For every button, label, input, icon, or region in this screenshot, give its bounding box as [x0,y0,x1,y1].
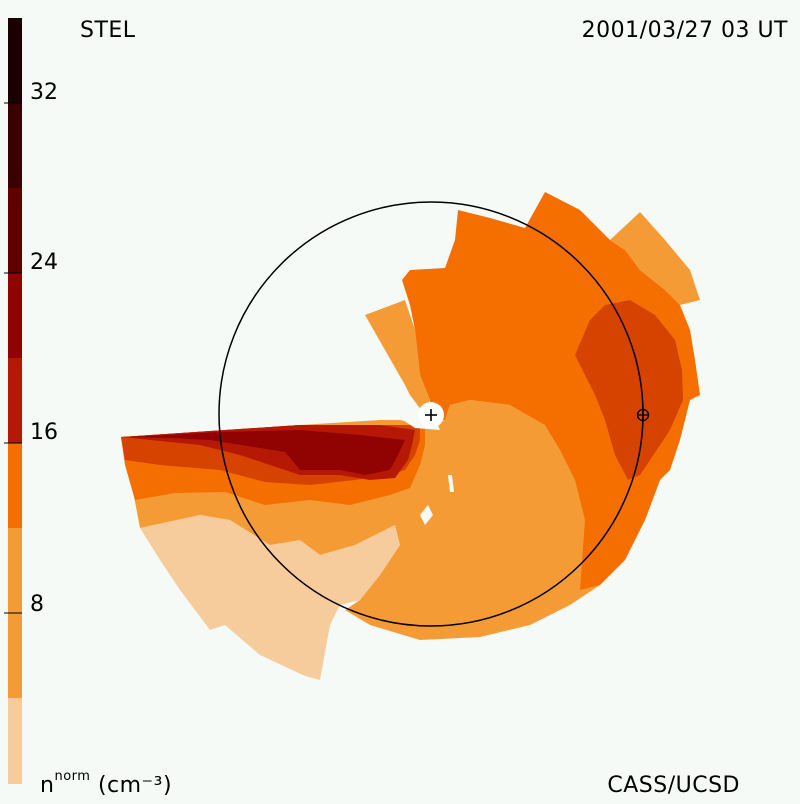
colorbar-tick-label-16: 16 [30,420,58,445]
unit-base: n [40,773,55,798]
region-left-deep-red [130,430,405,475]
colorbar [4,18,22,784]
colorbar-tick-label-24: 24 [30,250,58,275]
region-lightest [140,515,400,680]
unit-label: nnorm (cm⁻³) [40,769,172,798]
plus-in-white-circle-icon [418,402,444,428]
region-bright [402,192,700,590]
colorbar-band-7 [8,188,22,273]
density-regions [121,192,700,680]
region-gap-2 [448,475,454,492]
instrument-label: STEL [80,18,136,43]
region-dark-right [575,300,683,480]
unit-rest: (cm⁻³) [97,773,173,798]
colorbar-band-6 [8,273,22,358]
colorbar-tick-label-8: 8 [30,592,44,617]
credit-label: CASS/UCSD [607,773,740,798]
colorbar-tick-label-32: 32 [30,80,58,105]
earth-symbol-icon [636,408,650,422]
unit-superscript: norm [54,769,91,784]
colorbar-band-8 [8,103,22,188]
colorbar-band-9 [8,18,22,103]
colorbar-band-1 [8,698,22,784]
timestamp-label: 2001/03/27 03 UT [581,18,788,43]
region-medium-upper-wedge [365,300,430,415]
region-gap-1 [420,505,433,525]
colorbar-band-3b [8,443,22,528]
colorbar-band-5 [8,358,22,443]
region-medium-top-right [610,212,700,305]
